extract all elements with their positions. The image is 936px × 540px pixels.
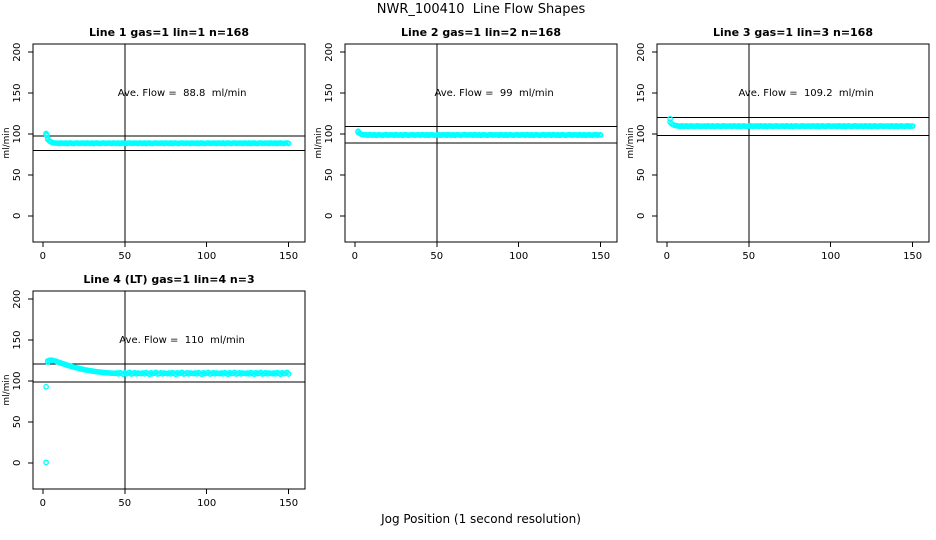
x-tick-label: 50 (118, 251, 131, 262)
y-tick-label: 100 (12, 124, 23, 143)
y-tick-label: 200 (12, 290, 23, 309)
annotation-ave-flow: Ave. Flow = 88.8 ml/min (118, 88, 247, 99)
x-tick-label: 50 (118, 498, 131, 509)
subplot-title: Line 4 (LT) gas=1 lin=4 n=3 (83, 273, 254, 286)
data-points (355, 128, 604, 139)
annotation-ave-flow: Ave. Flow = 109.2 ml/min (739, 88, 874, 99)
y-axis-title: ml/min (314, 127, 324, 158)
y-tick-label: 0 (636, 213, 647, 219)
data-points (43, 357, 292, 466)
x-tick-label: 100 (509, 251, 528, 262)
subplot-title: Line 2 gas=1 lin=2 n=168 (401, 26, 561, 39)
y-tick-label: 100 (636, 124, 647, 143)
y-tick-label: 150 (12, 331, 23, 350)
y-tick-label: 50 (12, 169, 23, 182)
data-point (285, 371, 292, 377)
y-axis-title: ml/min (2, 374, 12, 405)
subplot-title: Line 1 gas=1 lin=1 n=168 (89, 26, 249, 39)
data-points (667, 115, 916, 130)
plot-box (656, 43, 930, 243)
x-axis-label: Jog Position (1 second resolution) (381, 512, 581, 526)
y-tick-label: 100 (324, 124, 335, 143)
plot-box (32, 290, 306, 490)
y-tick-label: 200 (324, 43, 335, 62)
y-tick-label: 0 (324, 213, 335, 219)
figure-title: NWR_100410 Line Flow Shapes (376, 2, 586, 17)
x-tick-label: 50 (742, 251, 755, 262)
data-point (43, 459, 49, 466)
plot-box (32, 43, 306, 243)
data-point (597, 132, 604, 138)
subplot-line-1: Line 1 gas=1 lin=1 n=168 0 50 100 150 0 50 100 1… (2, 26, 306, 262)
y-tick-label: 0 (12, 460, 23, 466)
x-tick-label: 150 (279, 251, 298, 262)
x-tick-label: 100 (821, 251, 840, 262)
y-tick-label: 150 (636, 84, 647, 103)
annotation-ave-flow: Ave. Flow = 99 ml/min (434, 88, 553, 99)
x-tick-label: 100 (197, 251, 216, 262)
x-tick-label: 150 (903, 251, 922, 262)
x-tick-label: 150 (591, 251, 610, 262)
y-tick-label: 50 (636, 169, 647, 182)
x-tick-label: 0 (664, 251, 670, 262)
y-tick-label: 0 (12, 213, 23, 219)
data-point (285, 140, 292, 147)
y-tick-label: 150 (324, 84, 335, 103)
x-tick-label: 0 (40, 498, 46, 509)
subplot-line-2: Line 2 gas=1 lin=2 n=168 0 50 100 150 0 50 100 1… (314, 26, 618, 262)
y-tick-label: 150 (12, 84, 23, 103)
x-tick-label: 100 (197, 498, 216, 509)
data-point (43, 383, 49, 390)
y-axis-title: ml/min (2, 127, 12, 158)
y-tick-label: 100 (12, 371, 23, 390)
y-tick-label: 200 (636, 43, 647, 62)
annotation-ave-flow: Ave. Flow = 110 ml/min (119, 335, 245, 346)
data-points (43, 130, 292, 147)
x-tick-label: 50 (430, 251, 443, 262)
x-tick-label: 150 (279, 498, 298, 509)
x-tick-label: 0 (40, 251, 46, 262)
y-tick-label: 50 (324, 169, 335, 182)
subplot-line-3: Line 3 gas=1 lin=3 n=168 0 50 100 150 0 50 100 1… (626, 26, 930, 262)
data-point (667, 115, 673, 122)
x-tick-label: 0 (352, 251, 358, 262)
y-tick-label: 50 (12, 416, 23, 429)
subplot-title: Line 3 gas=1 lin=3 n=168 (713, 26, 873, 39)
data-point (909, 123, 916, 129)
y-tick-label: 200 (12, 43, 23, 62)
subplot-line-4: Line 4 (LT) gas=1 lin=4 n=3 0 50 100 150 0 50 1… (2, 273, 306, 509)
y-axis-title: ml/min (626, 127, 636, 158)
